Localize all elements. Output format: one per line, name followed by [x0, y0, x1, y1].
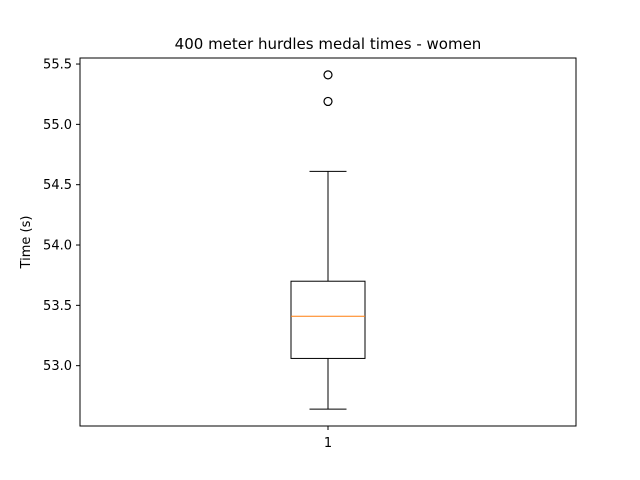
- y-tick-label: 53.0: [43, 359, 72, 374]
- y-axis-label: Time (s): [19, 216, 34, 270]
- outlier-point: [323, 96, 333, 107]
- y-tick-label: 55.0: [43, 118, 72, 133]
- y-tick-label: 54.5: [43, 178, 72, 193]
- outlier-point: [323, 70, 333, 80]
- y-tick-label: 53.5: [43, 299, 72, 314]
- y-tick-label: 55.5: [43, 58, 72, 73]
- chart-title: 400 meter hurdles medal times - women: [175, 35, 482, 53]
- box-iqr: [290, 280, 366, 359]
- y-tick-label: 54.0: [43, 239, 72, 254]
- plot-area-frame: [79, 57, 577, 427]
- x-tick-label: 1: [324, 436, 332, 451]
